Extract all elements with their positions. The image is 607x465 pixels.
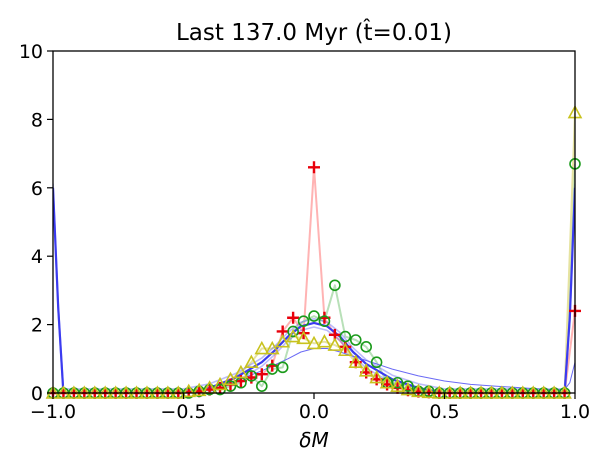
plot-area xyxy=(45,104,583,399)
x-axis: −1.0 −0.5 0.0 0.5 1.0 xyxy=(30,393,590,423)
data-point-circle xyxy=(287,325,299,338)
data-point-triangle xyxy=(390,378,405,392)
data-point-triangle xyxy=(244,354,259,369)
x-tick-label: 1.0 xyxy=(560,401,590,423)
data-point-circle xyxy=(308,310,320,322)
y-tick-label: 6 xyxy=(31,178,43,200)
series-band-line xyxy=(53,183,575,390)
data-point-circle xyxy=(329,279,341,292)
plot-frame xyxy=(52,50,576,394)
data-point-triangle xyxy=(191,382,207,397)
y-tick-label: 10 xyxy=(19,41,43,63)
data-point-circle xyxy=(318,315,331,327)
data-point-triangle xyxy=(369,369,384,384)
data-point-circle xyxy=(370,356,383,369)
x-tick-label: 0.0 xyxy=(299,401,329,423)
y-tick-label: 2 xyxy=(31,315,43,337)
data-point-circle xyxy=(402,380,414,392)
x-tick-label: −0.5 xyxy=(160,401,206,423)
data-point-triangle xyxy=(223,371,238,386)
data-point-circle xyxy=(349,334,362,346)
data-point-plus xyxy=(255,368,268,381)
series-line-4 xyxy=(53,348,575,393)
data-point-triangle xyxy=(296,330,311,345)
series-band-line xyxy=(53,191,575,393)
data-point-triangle xyxy=(285,328,301,343)
data-point-circle xyxy=(224,380,237,392)
data-point-triangle xyxy=(411,383,426,398)
data-point-triangle xyxy=(337,342,353,357)
data-point-triangle xyxy=(348,354,364,369)
data-point-triangle xyxy=(212,376,228,391)
x-axis-label: δM xyxy=(299,428,329,452)
data-point-circle xyxy=(297,315,310,327)
series-line-1 xyxy=(53,163,575,393)
series-line-2 xyxy=(53,112,575,393)
data-point-plus xyxy=(287,311,300,324)
y-axis: 0 2 4 6 8 10 xyxy=(19,41,53,405)
data-point-triangle xyxy=(358,363,374,377)
y-tick-label: 4 xyxy=(31,246,43,268)
x-tick-label: 0.5 xyxy=(429,401,459,423)
data-point-circle xyxy=(276,361,289,374)
data-point-triangle xyxy=(254,340,270,355)
x-tick-label: −1.0 xyxy=(30,401,76,423)
data-point-circle xyxy=(360,341,373,353)
data-point-circle xyxy=(391,376,404,389)
data-point-triangle xyxy=(317,334,332,348)
data-point-triangle xyxy=(181,383,197,398)
data-point-triangle xyxy=(421,384,437,399)
y-tick-label: 8 xyxy=(31,109,43,131)
data-point-triangle xyxy=(264,340,280,355)
chart-title: Last 137.0 Myr (t̂=0.01) xyxy=(176,19,452,46)
data-point-circle xyxy=(255,380,268,392)
series-line-0 xyxy=(53,166,575,393)
data-point-triangle xyxy=(400,381,416,396)
data-point-triangle xyxy=(306,335,322,350)
data-point-circle xyxy=(339,330,352,343)
data-point-triangle xyxy=(275,334,291,348)
series-band-line xyxy=(53,187,575,393)
data-point-plus xyxy=(308,161,320,174)
data-point-triangle xyxy=(327,337,343,351)
y-tick-label: 0 xyxy=(31,383,43,405)
data-point-triangle xyxy=(233,364,249,379)
data-point-triangle xyxy=(379,375,395,389)
